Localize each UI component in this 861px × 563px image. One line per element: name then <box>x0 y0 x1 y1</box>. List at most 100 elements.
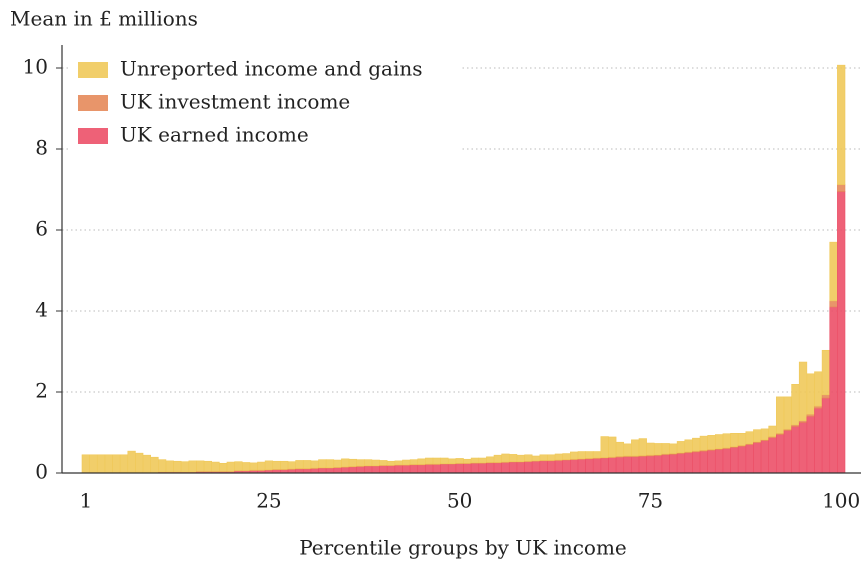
bar-segment <box>699 435 708 451</box>
bar-segment <box>463 458 472 464</box>
bar-segment <box>837 64 846 185</box>
bar-segment <box>669 443 678 454</box>
bar-segment <box>249 462 258 471</box>
bar-segment <box>196 460 205 472</box>
bar-segment <box>478 462 487 474</box>
bar-segment <box>539 454 548 461</box>
bar-segment <box>707 435 716 450</box>
bar-segment <box>829 300 838 308</box>
bar-segment <box>714 434 724 449</box>
bar-segment <box>638 438 647 456</box>
bar-segment <box>776 434 785 474</box>
bar-segment <box>745 444 754 474</box>
bar-segment <box>432 457 441 465</box>
bar-segment <box>631 439 640 457</box>
bar-segment <box>180 461 190 473</box>
bar-segment <box>554 453 563 461</box>
bar-segment <box>600 436 609 458</box>
x-tick-label: 100 <box>822 489 860 513</box>
bar-segment <box>379 465 388 474</box>
bar-segment <box>364 465 373 474</box>
bar-segment <box>562 453 571 460</box>
bar-segment <box>760 440 770 474</box>
bar-segment <box>814 407 823 474</box>
bar-segment <box>669 454 678 474</box>
bar-segment <box>676 441 686 454</box>
x-tick-label: 75 <box>638 489 663 513</box>
bar-segment <box>577 458 586 474</box>
bar-segment <box>814 405 823 409</box>
legend-label: UK investment income <box>120 90 350 114</box>
bar-segment <box>325 459 335 469</box>
bar-segment <box>486 462 495 474</box>
bar-segment <box>692 437 701 452</box>
bar-segment <box>615 441 625 457</box>
bar-segment <box>295 468 304 474</box>
bar-segment <box>714 449 724 474</box>
bar-segment <box>295 460 304 469</box>
y-tick-label: 8 <box>35 136 48 160</box>
bar-segment <box>768 425 777 437</box>
bar-segment <box>440 463 449 474</box>
bar-segment <box>737 445 747 474</box>
bar-segment <box>447 463 457 474</box>
bar-segment <box>768 437 777 474</box>
legend-swatch <box>78 128 108 144</box>
bar-segment <box>661 443 670 455</box>
bar-segment <box>173 460 182 473</box>
bar-segment <box>455 463 464 474</box>
legend-label: UK earned income <box>120 123 309 147</box>
bar-segment <box>730 433 739 447</box>
bar-segment <box>570 451 579 460</box>
bar-segment <box>676 453 686 474</box>
legend-box <box>70 52 460 156</box>
bar-segment <box>188 460 197 473</box>
bar-segment <box>409 459 419 465</box>
bar-segment <box>493 462 502 474</box>
bar-segment <box>341 458 350 468</box>
bar-segment <box>470 457 480 464</box>
bar-segment <box>219 462 228 472</box>
bar-segment <box>81 454 90 473</box>
bar-segment <box>722 433 731 449</box>
bar-segment <box>837 184 846 192</box>
bar-segment <box>333 467 342 474</box>
bar-segment <box>272 460 281 470</box>
bar-segment <box>325 467 335 474</box>
bar-segment <box>241 462 251 471</box>
bar-segment <box>722 448 731 474</box>
bar-segment <box>409 464 419 474</box>
bar-segment <box>142 454 151 473</box>
bar-segment <box>692 451 701 474</box>
bar-segment <box>447 458 457 464</box>
y-tick-label: 0 <box>35 460 48 484</box>
bar-segment <box>364 459 373 467</box>
bar-segment <box>570 459 579 474</box>
bar-segment <box>585 451 594 459</box>
bar-segment <box>402 465 411 474</box>
bar-segment <box>493 454 502 463</box>
bar-segment <box>463 463 472 474</box>
bar-segment <box>821 349 831 396</box>
bar-segment <box>753 429 762 443</box>
bar-segment <box>539 460 548 474</box>
y-tick-label: 2 <box>35 379 48 403</box>
bar-segment <box>386 460 396 466</box>
bar-segment <box>135 452 144 473</box>
bar-segment <box>547 460 556 474</box>
bar-segment <box>821 394 831 399</box>
bar-segment <box>776 396 785 434</box>
bar-segment <box>631 456 640 474</box>
bar-segment <box>661 454 670 474</box>
bar-segment <box>425 464 434 474</box>
bar-segment <box>234 461 243 471</box>
bar-segment <box>356 466 365 474</box>
bar-segment <box>592 451 602 459</box>
bar-segment <box>203 460 213 472</box>
bar-segment <box>608 436 617 458</box>
bar-segment <box>89 454 98 473</box>
bar-segment <box>348 458 357 467</box>
bar-segment <box>501 462 510 474</box>
bar-segment <box>470 462 480 474</box>
